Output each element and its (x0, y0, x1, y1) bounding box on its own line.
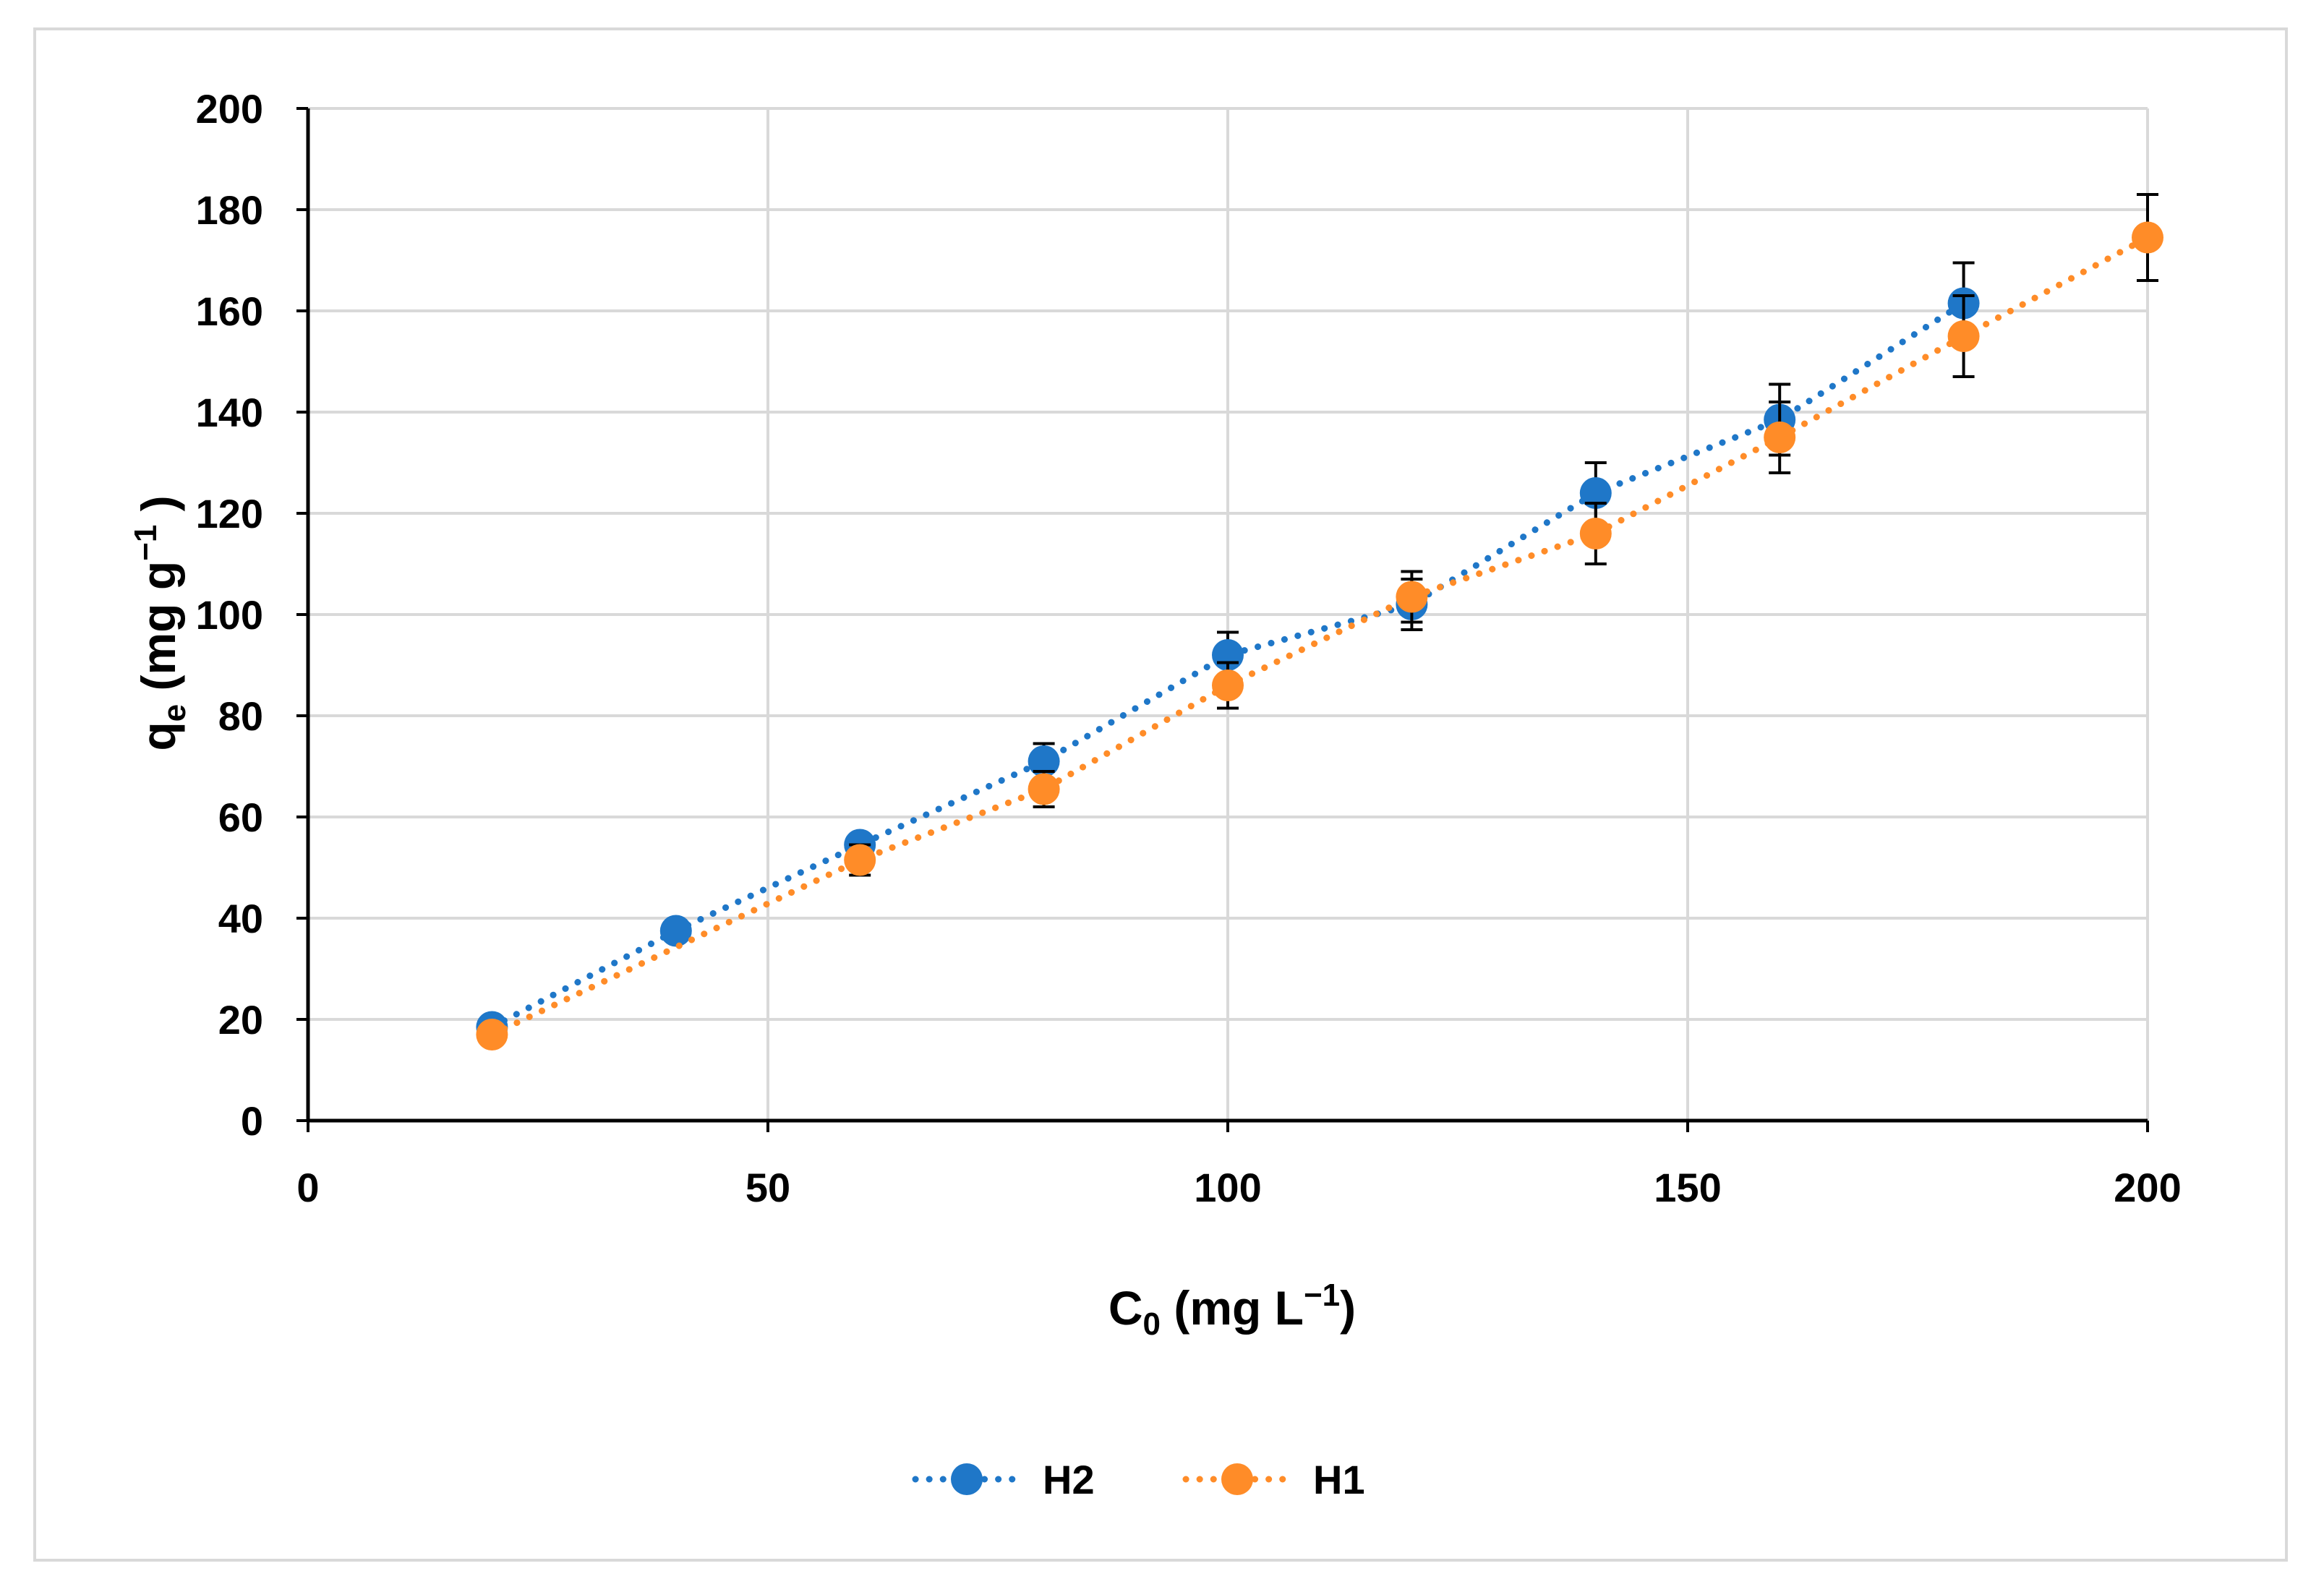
y-tick-label: 140 (196, 390, 263, 435)
y-tick-label: 40 (218, 896, 263, 941)
data-point-h1 (1764, 421, 1796, 453)
x-tick-label: 50 (746, 1165, 790, 1210)
data-point-h2 (659, 915, 692, 947)
y-axis-title-close: ) (132, 495, 185, 524)
axes-layer (296, 107, 2149, 1132)
x-axis-title-sub: 0 (1143, 1306, 1161, 1342)
x-tick-label: 100 (1194, 1165, 1261, 1210)
legend-marker-h2 (951, 1463, 983, 1495)
tick-labels: 0 20 40 60 80 100 120 140 160 180 200 0 50 100 150 200 (196, 86, 2182, 1210)
data-point-h1 (1579, 518, 1612, 549)
x-axis-title: C0 (mg L−1) (1108, 1278, 1356, 1342)
series-layer (476, 193, 2163, 1050)
data-point-h2 (1579, 477, 1612, 509)
legend-item-h1: H1 (1182, 1457, 1365, 1502)
y-axis-title-sub: e (157, 704, 192, 722)
y-axis-title-rest: (mg g (132, 561, 185, 704)
data-point-h1 (1028, 773, 1060, 805)
series-line-h2 (488, 300, 1968, 1030)
chart-frame: 0 20 40 60 80 100 120 140 160 180 200 0 50 100 150 200 … (33, 27, 2288, 1562)
data-point-h1 (1212, 669, 1244, 701)
grid-layer (308, 107, 2149, 1121)
y-axis-title-sup: −1 (128, 525, 163, 561)
data-point-h2 (1028, 745, 1060, 777)
legend-item-h2: H2 (912, 1457, 1095, 1502)
y-tick-label: 60 (218, 795, 263, 840)
x-axis-title-sup: −1 (1304, 1278, 1340, 1313)
legend-marker-h1 (1221, 1463, 1253, 1495)
data-point-h1 (1396, 581, 1428, 613)
y-tick-label: 120 (196, 491, 263, 536)
x-axis-title-close: ) (1340, 1281, 1356, 1335)
data-point-h1 (844, 844, 876, 876)
legend-label-h1: H1 (1313, 1457, 1365, 1502)
x-axis-title-rest: (mg L (1161, 1281, 1304, 1335)
y-axis-title-base: q (132, 722, 185, 750)
y-tick-label: 200 (196, 86, 263, 132)
y-tick-label: 80 (218, 693, 263, 739)
x-tick-label: 150 (1654, 1165, 1721, 1210)
series-line-h1 (488, 234, 2151, 1038)
y-tick-label: 100 (196, 592, 263, 638)
y-tick-label: 0 (241, 1098, 263, 1144)
series-h1 (476, 193, 2163, 1050)
legend-label-h2: H2 (1043, 1457, 1095, 1502)
x-tick-label: 200 (2114, 1165, 2181, 1210)
legend: H2 H1 (912, 1457, 1365, 1502)
data-point-h1 (476, 1019, 508, 1050)
x-axis-title-base: C (1108, 1281, 1143, 1335)
y-tick-label: 180 (196, 187, 263, 233)
y-tick-label: 160 (196, 288, 263, 334)
data-point-h1 (1947, 320, 1980, 352)
x-tick-label: 0 (296, 1165, 319, 1210)
data-point-h1 (2132, 221, 2163, 254)
y-axis-title: qe (mg g−1 ) (128, 495, 192, 750)
y-tick-label: 20 (218, 997, 263, 1043)
